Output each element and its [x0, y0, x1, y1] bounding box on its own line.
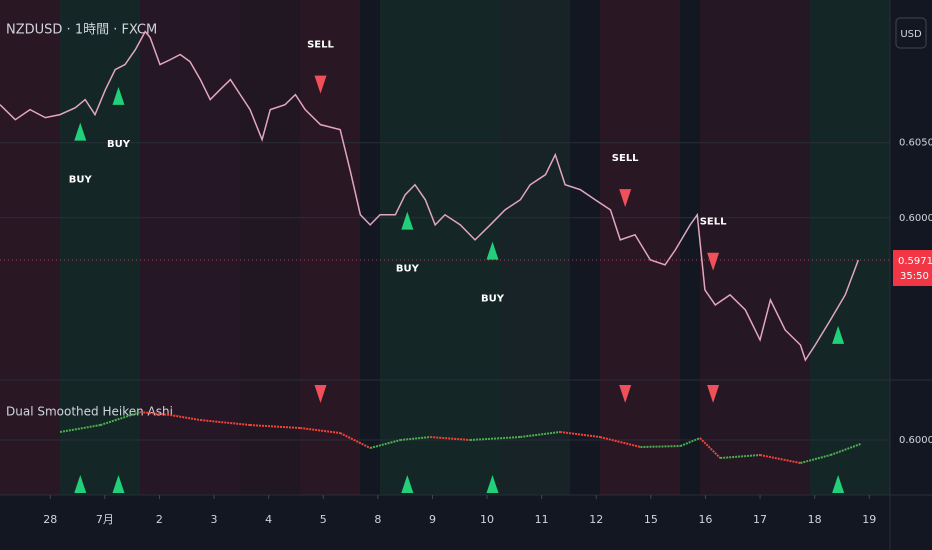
indicator-segment: [140, 411, 171, 417]
buy-marker: [486, 475, 499, 493]
signal-label: SELL: [612, 153, 639, 164]
buy-marker: [401, 211, 414, 230]
sell-marker: [619, 385, 632, 403]
x-tick-label: 2: [156, 513, 163, 526]
x-tick-label: 16: [698, 513, 712, 526]
buy-marker: [832, 475, 845, 493]
indicator-segment: [470, 436, 521, 442]
signal-label: BUY: [481, 294, 505, 305]
signal-label: BUY: [69, 175, 93, 186]
x-tick-label: 19: [862, 513, 876, 526]
x-tick-label: 12: [589, 513, 603, 526]
indicator-segment: [100, 411, 141, 426]
signal-label: SELL: [307, 40, 334, 51]
x-tick-label: 18: [808, 513, 822, 526]
buy-marker: [74, 122, 87, 141]
x-tick-label: 5: [320, 513, 327, 526]
indicator-segment: [59, 424, 101, 434]
indicator-segment: [400, 436, 431, 442]
indicator-segment: [720, 454, 761, 460]
indicator-segment: [679, 437, 701, 447]
x-tick-label: 15: [644, 513, 658, 526]
indicator-segment: [170, 414, 201, 422]
indicator-segment: [520, 431, 561, 439]
x-tick-label: 7月: [96, 513, 114, 526]
indicator-segment: [640, 445, 681, 449]
x-tick-label: 11: [535, 513, 549, 526]
buy-marker: [486, 241, 499, 260]
x-tick-label: 10: [480, 513, 494, 526]
signal-label: BUY: [396, 264, 420, 275]
buy-marker: [74, 475, 87, 493]
buy-marker: [401, 475, 414, 493]
countdown: 35:50: [900, 271, 929, 282]
x-tick-label: 17: [753, 513, 767, 526]
indicator-segment: [759, 454, 801, 464]
indicator-segment: [699, 437, 721, 459]
signal-label: BUY: [107, 139, 131, 150]
indicator-segment: [430, 436, 471, 442]
symbol-title: NZDUSD · 1時間 · FXCM: [6, 23, 157, 38]
last-price-box: [893, 249, 932, 286]
indicator-segment: [200, 419, 251, 427]
x-tick-label: 9: [429, 513, 436, 526]
sell-marker: [707, 385, 720, 403]
price-line: [0, 30, 860, 362]
x-tick-label: 8: [374, 513, 381, 526]
indicator-segment: [560, 431, 601, 439]
bands: [0, 0, 890, 495]
sell-marker: [314, 75, 327, 94]
indicator-segment: [250, 424, 301, 430]
currency[interactable]: USD: [900, 29, 922, 40]
buy-marker: [112, 475, 125, 493]
x-tick-label: 28: [43, 513, 57, 526]
indicator-segment: [339, 432, 371, 449]
last-price-label: 0.59719: [898, 256, 932, 267]
currency-button[interactable]: [895, 17, 927, 49]
buy-marker: [832, 325, 845, 344]
sell-marker: [619, 189, 632, 208]
indicator-title: Dual Smoothed Heiken Ashi: [6, 405, 173, 419]
x-tick-label: 3: [211, 513, 218, 526]
x-tick-label: 4: [265, 513, 272, 526]
buy-marker: [112, 86, 125, 105]
signal-label: SELL: [700, 217, 727, 228]
sell-marker: [314, 385, 327, 403]
indicator-segment: [830, 443, 861, 456]
indicator-segment: [300, 427, 341, 435]
sell-marker: [707, 252, 720, 271]
indicator-segment: [369, 439, 401, 449]
indicator-segment: [599, 436, 641, 448]
indicator-segment: [800, 454, 831, 464]
